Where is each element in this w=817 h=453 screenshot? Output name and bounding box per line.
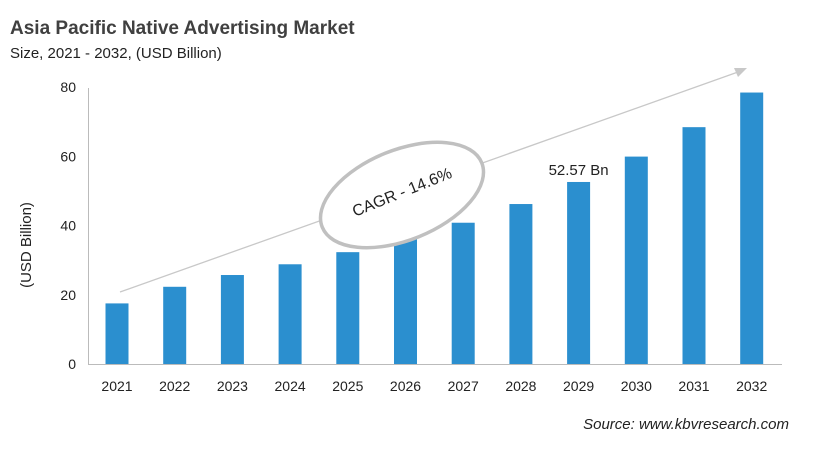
y-tick-label: 40	[60, 218, 76, 234]
source-note: Source: www.kbvresearch.com	[583, 416, 789, 433]
y-tick-label: 60	[60, 148, 76, 164]
x-tick-label: 2032	[736, 378, 767, 394]
x-tick-label: 2024	[275, 378, 306, 394]
y-tick-label: 20	[60, 287, 76, 303]
x-tick-label: 2025	[332, 378, 363, 394]
y-tick-label: 80	[60, 79, 76, 95]
x-tick-label: 2023	[217, 378, 248, 394]
x-tick-label: 2022	[159, 378, 190, 394]
bar-2032	[740, 92, 764, 364]
y-axis-label: (USD Billion)	[18, 202, 35, 288]
bar-2028	[509, 204, 533, 364]
x-tick-label: 2021	[101, 378, 132, 394]
chart-title: Asia Pacific Native Advertising Market	[10, 18, 355, 39]
bar-2022	[163, 286, 187, 364]
bar-2026	[394, 238, 417, 364]
bar-2029	[567, 181, 591, 364]
y-tick-label: 0	[68, 356, 76, 372]
trend-arrow-head	[734, 68, 747, 77]
bar-2030	[624, 156, 648, 364]
x-tick-label: 2028	[505, 378, 536, 394]
bar-2023	[220, 275, 244, 364]
chart-subtitle: Size, 2021 - 2032, (USD Billion)	[10, 45, 222, 62]
bar-2021	[105, 303, 129, 364]
x-tick-label: 2026	[390, 378, 421, 394]
data-label-2029: 52.57 Bn	[549, 162, 609, 179]
x-tick-label: 2030	[621, 378, 652, 394]
x-tick-label: 2031	[678, 378, 709, 394]
x-tick-label: 2027	[448, 378, 479, 394]
bar-2031	[682, 127, 706, 364]
x-tick-label: 2029	[563, 378, 594, 394]
bar-2025	[336, 252, 360, 364]
bar-2024	[278, 264, 302, 364]
cagr-ellipse	[318, 140, 486, 250]
bar-2027	[451, 222, 475, 364]
